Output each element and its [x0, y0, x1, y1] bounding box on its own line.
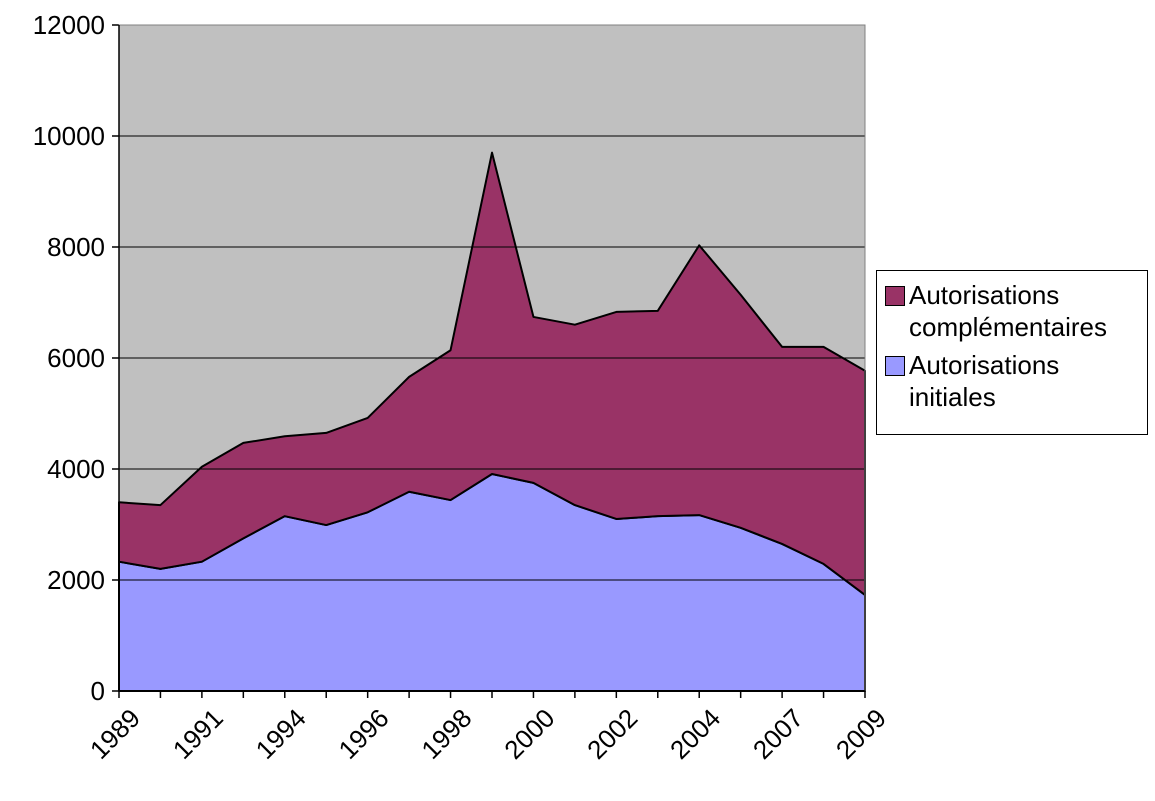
x-tick-label: 2002	[581, 703, 643, 765]
legend-swatch	[885, 286, 905, 306]
x-tick-label: 1996	[333, 703, 395, 765]
legend-item: Autorisations initiales	[883, 349, 1141, 413]
x-tick-label: 2000	[498, 703, 560, 765]
legend: Autorisations complémentaires Autorisatio…	[876, 270, 1148, 435]
legend-item: Autorisations complémentaires	[883, 279, 1141, 343]
x-tick-label: 1998	[415, 703, 477, 765]
y-tick-label: 2000	[47, 565, 105, 595]
x-tick-label: 1994	[250, 703, 312, 765]
y-tick-label: 10000	[33, 121, 105, 151]
x-tick-label: 2007	[747, 703, 809, 765]
y-tick-label: 0	[91, 676, 105, 706]
legend-label: Autorisations initiales	[909, 350, 1060, 412]
x-tick-label: 2009	[830, 703, 892, 765]
x-tick-label: 2004	[664, 703, 726, 765]
legend-label: Autorisations complémentaires	[909, 280, 1107, 342]
legend-swatch	[885, 356, 905, 376]
x-tick-label: 1989	[84, 703, 146, 765]
x-tick-label: 1991	[167, 703, 229, 765]
y-tick-label: 6000	[47, 343, 105, 373]
y-tick-label: 4000	[47, 454, 105, 484]
y-tick-label: 12000	[33, 10, 105, 40]
y-tick-label: 8000	[47, 232, 105, 262]
